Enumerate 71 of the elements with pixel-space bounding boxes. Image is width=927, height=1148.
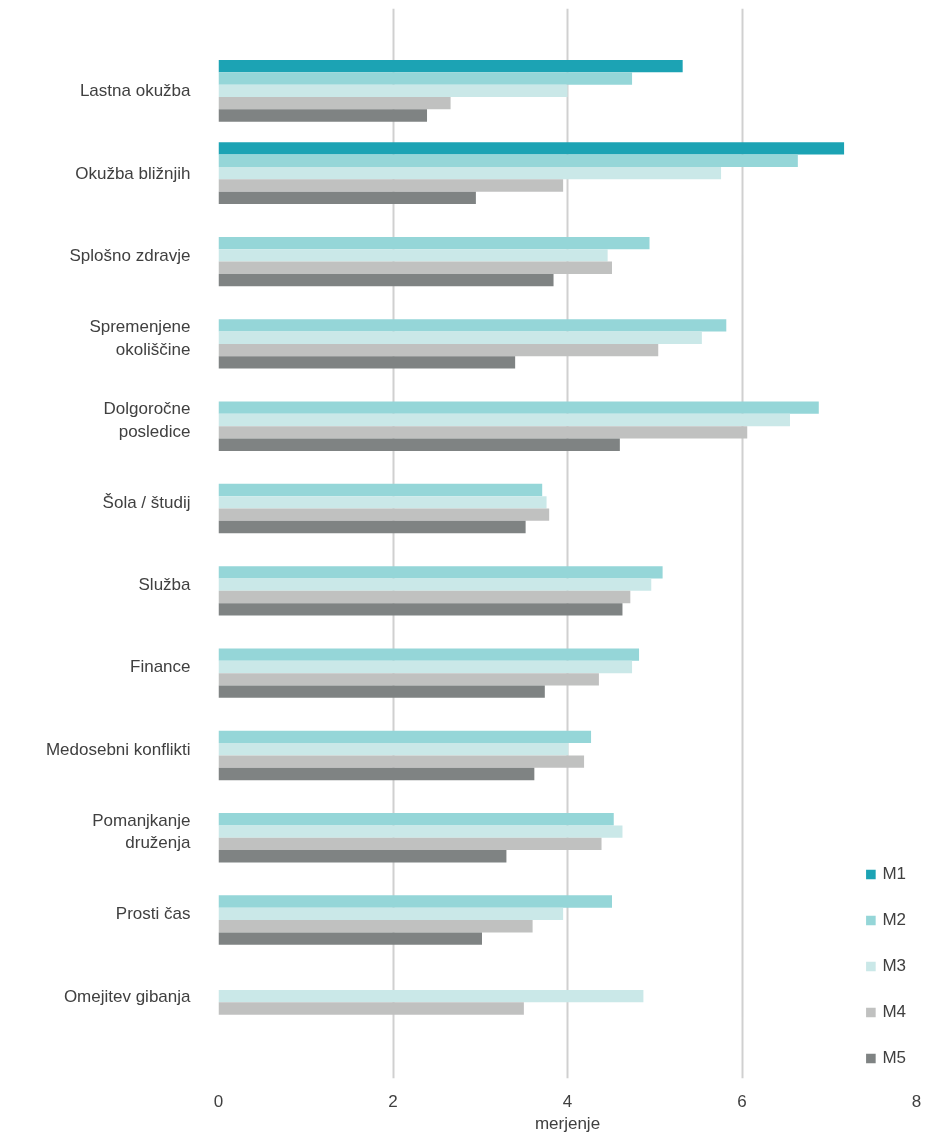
bar — [218, 109, 428, 122]
bar — [218, 142, 845, 155]
y-tick-label: Splošno zdravje — [69, 245, 191, 265]
y-tick-label: Okužba bližnjih — [75, 163, 191, 183]
legend-label: M2 — [882, 910, 906, 930]
bar — [218, 520, 526, 534]
y-tick-label: Pomanjkanje druženja — [92, 810, 192, 853]
bar — [218, 895, 612, 908]
y-tick-label: Služba — [138, 575, 192, 595]
y-tick-label: Šola / študij — [102, 492, 191, 512]
y-tick-label: Lastna okužba — [79, 81, 192, 101]
bar — [218, 648, 640, 661]
x-axis-title: merjenje — [534, 1113, 601, 1133]
bar — [218, 236, 650, 250]
bar — [218, 508, 550, 521]
bar — [218, 850, 507, 863]
bar — [218, 990, 644, 1003]
bar — [218, 730, 592, 744]
y-tick-label: Medosebni konflikti — [45, 739, 191, 759]
bar — [218, 660, 633, 674]
bar — [218, 837, 602, 851]
bar — [218, 483, 543, 497]
legend-label: M1 — [882, 864, 906, 884]
bar — [218, 413, 790, 427]
legend-label: M4 — [882, 1002, 906, 1022]
bar — [218, 166, 722, 180]
y-tick-label: Omejitev gibanja — [63, 986, 192, 1006]
bar — [218, 603, 623, 616]
bar — [218, 932, 482, 945]
bar — [218, 401, 819, 414]
bar — [218, 249, 608, 262]
bar — [218, 191, 476, 204]
bar — [218, 72, 633, 85]
y-tick-label: Prosti čas — [115, 904, 191, 924]
x-tick-label: 8 — [911, 1091, 922, 1111]
bar — [218, 1002, 524, 1015]
y-tick-label: Dolgoročne posledice — [103, 399, 191, 441]
bar — [218, 673, 599, 686]
y-tick-label: Spremenjene okoliščine — [89, 316, 191, 359]
bar — [218, 179, 564, 192]
bar — [218, 273, 554, 287]
bar — [218, 84, 568, 97]
bar — [218, 356, 516, 369]
bar — [218, 566, 663, 579]
bar — [218, 154, 798, 167]
bar — [218, 496, 547, 509]
bar — [218, 825, 623, 838]
bar — [218, 343, 659, 357]
bar — [218, 743, 569, 756]
bar — [218, 261, 612, 274]
x-tick-label: 2 — [388, 1091, 398, 1111]
bar — [218, 426, 748, 439]
bar — [218, 331, 702, 344]
bar — [218, 59, 683, 73]
bar — [218, 578, 652, 591]
bar — [218, 813, 614, 826]
legend-label: M3 — [882, 956, 906, 976]
bar — [218, 920, 533, 933]
bar — [218, 96, 451, 110]
bar — [218, 438, 620, 451]
bar — [218, 907, 564, 921]
bar — [218, 590, 631, 604]
x-tick-label: 0 — [213, 1091, 224, 1111]
legend-label: M5 — [882, 1048, 906, 1068]
bar — [218, 685, 545, 698]
bar — [218, 767, 535, 781]
x-tick-label: 6 — [737, 1091, 747, 1111]
x-tick-label: 4 — [562, 1091, 573, 1111]
bar — [218, 755, 585, 768]
y-tick-label: Finance — [130, 657, 191, 677]
bar — [218, 319, 727, 332]
